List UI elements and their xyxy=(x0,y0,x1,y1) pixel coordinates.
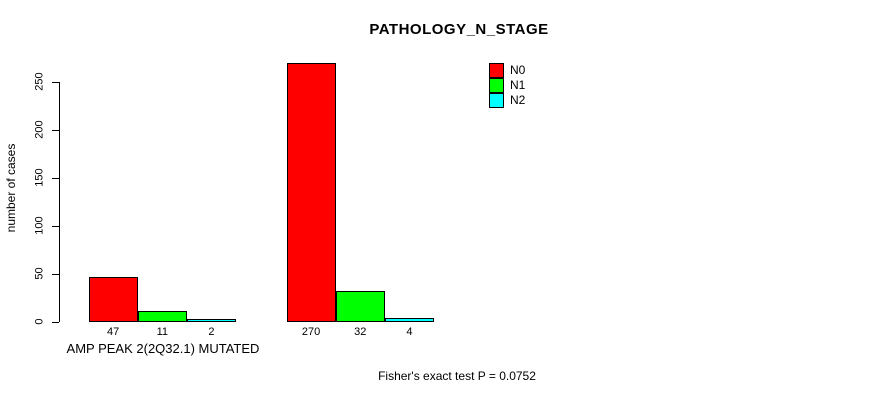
bar-n2-group1 xyxy=(186,319,237,322)
legend-item-n0: N0 xyxy=(489,63,525,78)
y-axis-tick-label: 200 xyxy=(33,120,46,139)
y-axis-tick xyxy=(52,321,59,323)
bar-value-label: 2 xyxy=(208,326,215,338)
y-axis-tick xyxy=(52,129,59,131)
legend-item-n2: N2 xyxy=(489,93,525,108)
y-axis-tick-label: 100 xyxy=(33,216,46,235)
legend-swatch-n1 xyxy=(489,78,504,93)
y-axis-line xyxy=(59,82,60,322)
legend-swatch-n0 xyxy=(489,63,504,78)
bar-value-label: 47 xyxy=(106,326,120,338)
legend-label-n1: N1 xyxy=(510,78,526,92)
y-axis-tick xyxy=(52,225,59,227)
bar-n0-group2 xyxy=(286,62,336,322)
bar-value-label: 270 xyxy=(301,326,321,338)
bar-n1-group2 xyxy=(335,291,385,322)
bar-value-label: 4 xyxy=(406,326,413,338)
y-axis-tick-label: 250 xyxy=(33,72,46,91)
legend: N0 N1 N2 xyxy=(489,63,525,108)
chart-title: PATHOLOGY_N_STAGE xyxy=(369,21,549,38)
x-category-label: AMP PEAK 2(2Q32.1) MUTATED xyxy=(66,341,260,356)
y-axis-tick-label: 50 xyxy=(33,267,46,280)
legend-item-n1: N1 xyxy=(489,78,525,93)
bar-value-label: 32 xyxy=(354,326,367,338)
y-axis-tick-label: 0 xyxy=(33,318,46,325)
legend-label-n2: N2 xyxy=(510,93,526,107)
legend-swatch-n2 xyxy=(489,93,504,108)
bar-n0-group1 xyxy=(88,276,138,322)
pvalue-annotation: Fisher's exact test P = 0.0752 xyxy=(378,369,536,383)
y-axis-tick xyxy=(52,177,59,179)
y-axis-label: number of cases xyxy=(4,143,18,233)
bar-n2-group2 xyxy=(384,318,435,322)
bar-value-label: 11 xyxy=(156,326,168,338)
y-axis-tick xyxy=(52,273,59,275)
y-axis-tick-label: 150 xyxy=(33,168,46,187)
bar-n1-group1 xyxy=(137,311,187,322)
legend-label-n0: N0 xyxy=(510,63,526,77)
y-axis-tick xyxy=(52,81,59,83)
